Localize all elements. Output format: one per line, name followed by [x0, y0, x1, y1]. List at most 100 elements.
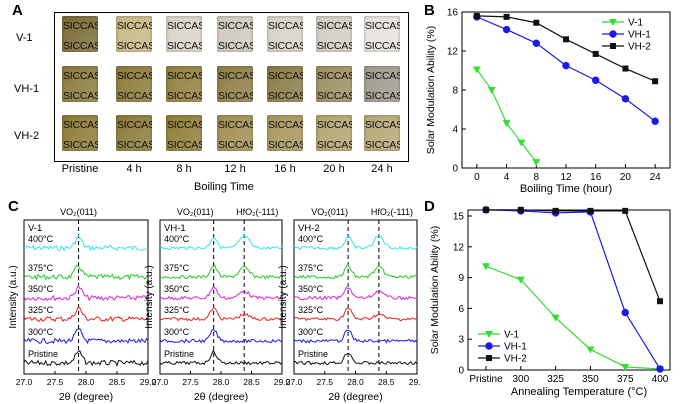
x-tick-label: 375 [617, 374, 634, 385]
data-point [483, 206, 489, 213]
x-tick-label: 24 [650, 172, 662, 183]
x-tick-label: 27.0 [16, 377, 33, 387]
data-point [517, 206, 524, 213]
data-point [562, 61, 570, 70]
y-tick-label: 16 [447, 8, 459, 19]
xrd-trace [23, 327, 149, 345]
x-tick-label: 27.5 [316, 377, 333, 387]
series-line [485, 209, 661, 370]
data-point [563, 36, 569, 43]
vo2-peak-label: VO₂(011) [177, 207, 214, 217]
xrd-trace [159, 286, 283, 301]
x-tick-label: 27.5 [47, 377, 64, 387]
data-point [532, 159, 541, 167]
vo2-peak-label: VO₂(011) [311, 207, 348, 217]
xrd-trace [293, 352, 418, 366]
sample-text: SICCAS [167, 70, 202, 82]
x-tick-label: 12 [560, 172, 572, 183]
data-point [651, 117, 659, 125]
sample-text: SICCAS [317, 139, 352, 151]
trace-label: 300°C [164, 327, 190, 337]
y-tick-label: 4 [452, 125, 458, 136]
row-label-vh1: VH-1 [14, 83, 40, 95]
hfo2-peak-label: HfO₂(-111) [371, 207, 413, 217]
column-label: 12 h [224, 163, 246, 175]
sample-text: SICCAS [63, 90, 98, 102]
data-point [621, 95, 630, 103]
sample-text: SICCAS [317, 20, 352, 32]
trace-label: 400°C [298, 234, 324, 244]
sample-text: SICCAS [268, 90, 303, 102]
sample-tile: SICCAS SICCAS [116, 16, 152, 52]
column-label: 8 h [176, 163, 192, 175]
legend-marker [609, 30, 617, 38]
data-point [516, 276, 525, 284]
sample-tile: SICCAS SICCAS [217, 66, 253, 102]
row-label-vh2: VH-2 [14, 130, 40, 142]
legend-label: VH-1 [628, 30, 651, 41]
column-label: Pristine [61, 163, 99, 175]
sample-text: SICCAS [63, 139, 98, 151]
legend-label: V-1 [628, 18, 643, 29]
photo-grid-panel: V-1 VH-1 VH-2 SICCAS SICCAS SICCAS SICCAS SI… [0, 0, 420, 198]
data-point [503, 13, 510, 20]
sample-text: SICCAS [63, 40, 98, 52]
sample-text: SICCAS [268, 70, 303, 82]
data-point [621, 363, 630, 371]
data-point [652, 78, 659, 85]
sample-tile: SICCAS SICCAS [62, 66, 98, 102]
x-tick-label: 20 [620, 172, 632, 183]
sample-tile: SICCAS SICCAS [316, 66, 352, 102]
sample-text: SICCAS [365, 20, 400, 32]
sample-text: SICCAS [117, 139, 152, 151]
data-point [592, 50, 599, 57]
data-point [586, 346, 595, 354]
sample-text: SICCAS [365, 70, 400, 82]
sample-text: SICCAS [317, 90, 352, 102]
xrd-subplot-vh-2: 27.0 27.5 28.0 28.5 29.0 2θ (degree) Intensity… [278, 207, 420, 403]
data-point [622, 207, 629, 214]
sample-text: SICCAS [117, 70, 152, 82]
sample-text: SICCAS [63, 20, 98, 32]
sample-text: SICCAS [117, 20, 152, 32]
sample-text: SICCAS [117, 40, 152, 52]
x-axis-label: Annealing Temperature (°C) [511, 386, 647, 398]
legend-marker [485, 342, 493, 350]
sample-text: SICCAS [317, 40, 352, 52]
panel-label-c: C [8, 198, 19, 215]
trace-label: 375°C [298, 263, 324, 273]
sample-text: SICCAS [117, 90, 152, 102]
trace-label: 325°C [164, 305, 190, 315]
sample-tile: SICCAS SICCAS [364, 66, 400, 102]
sample-tile: SICCAS SICCAS [316, 16, 352, 52]
y-tick-label: 8 [452, 86, 458, 97]
sample-tile: SICCAS SICCAS [62, 115, 98, 151]
data-point [482, 263, 490, 271]
xrd-trace [159, 349, 283, 366]
sample-text: SICCAS [365, 90, 400, 102]
xrd-trace [23, 234, 149, 252]
row-label-v1: V-1 [16, 32, 33, 44]
xrd-trace [293, 234, 418, 251]
trace-label: Pristine [28, 349, 58, 359]
sample-tile: SICCAS SICCAS [217, 115, 253, 151]
trace-label: 375°C [164, 263, 190, 273]
sample-text: SICCAS [317, 70, 352, 82]
trace-label: 300°C [298, 327, 324, 337]
data-point [622, 65, 629, 72]
x-tick-label: 400 [652, 374, 669, 385]
xrd-subplot-v-1: 27.0 27.5 28.0 28.5 29.0 2θ (degree) Intensity… [8, 207, 157, 403]
data-point [473, 12, 480, 19]
trace-label: 325°C [298, 305, 324, 315]
data-point [502, 25, 511, 34]
trace-label: 350°C [164, 284, 190, 294]
sample-text: SICCAS [317, 119, 352, 131]
x-tick-label: 27.5 [182, 377, 199, 387]
x-tick-label: 28.5 [243, 377, 260, 387]
column-label: 4 h [126, 163, 142, 175]
sample-text: SICCAS [167, 20, 202, 32]
y-axis-label: Intensity (a.u.) [144, 265, 155, 328]
sample-tile: SICCAS SICCAS [364, 115, 400, 151]
legend-marker [609, 19, 617, 26]
